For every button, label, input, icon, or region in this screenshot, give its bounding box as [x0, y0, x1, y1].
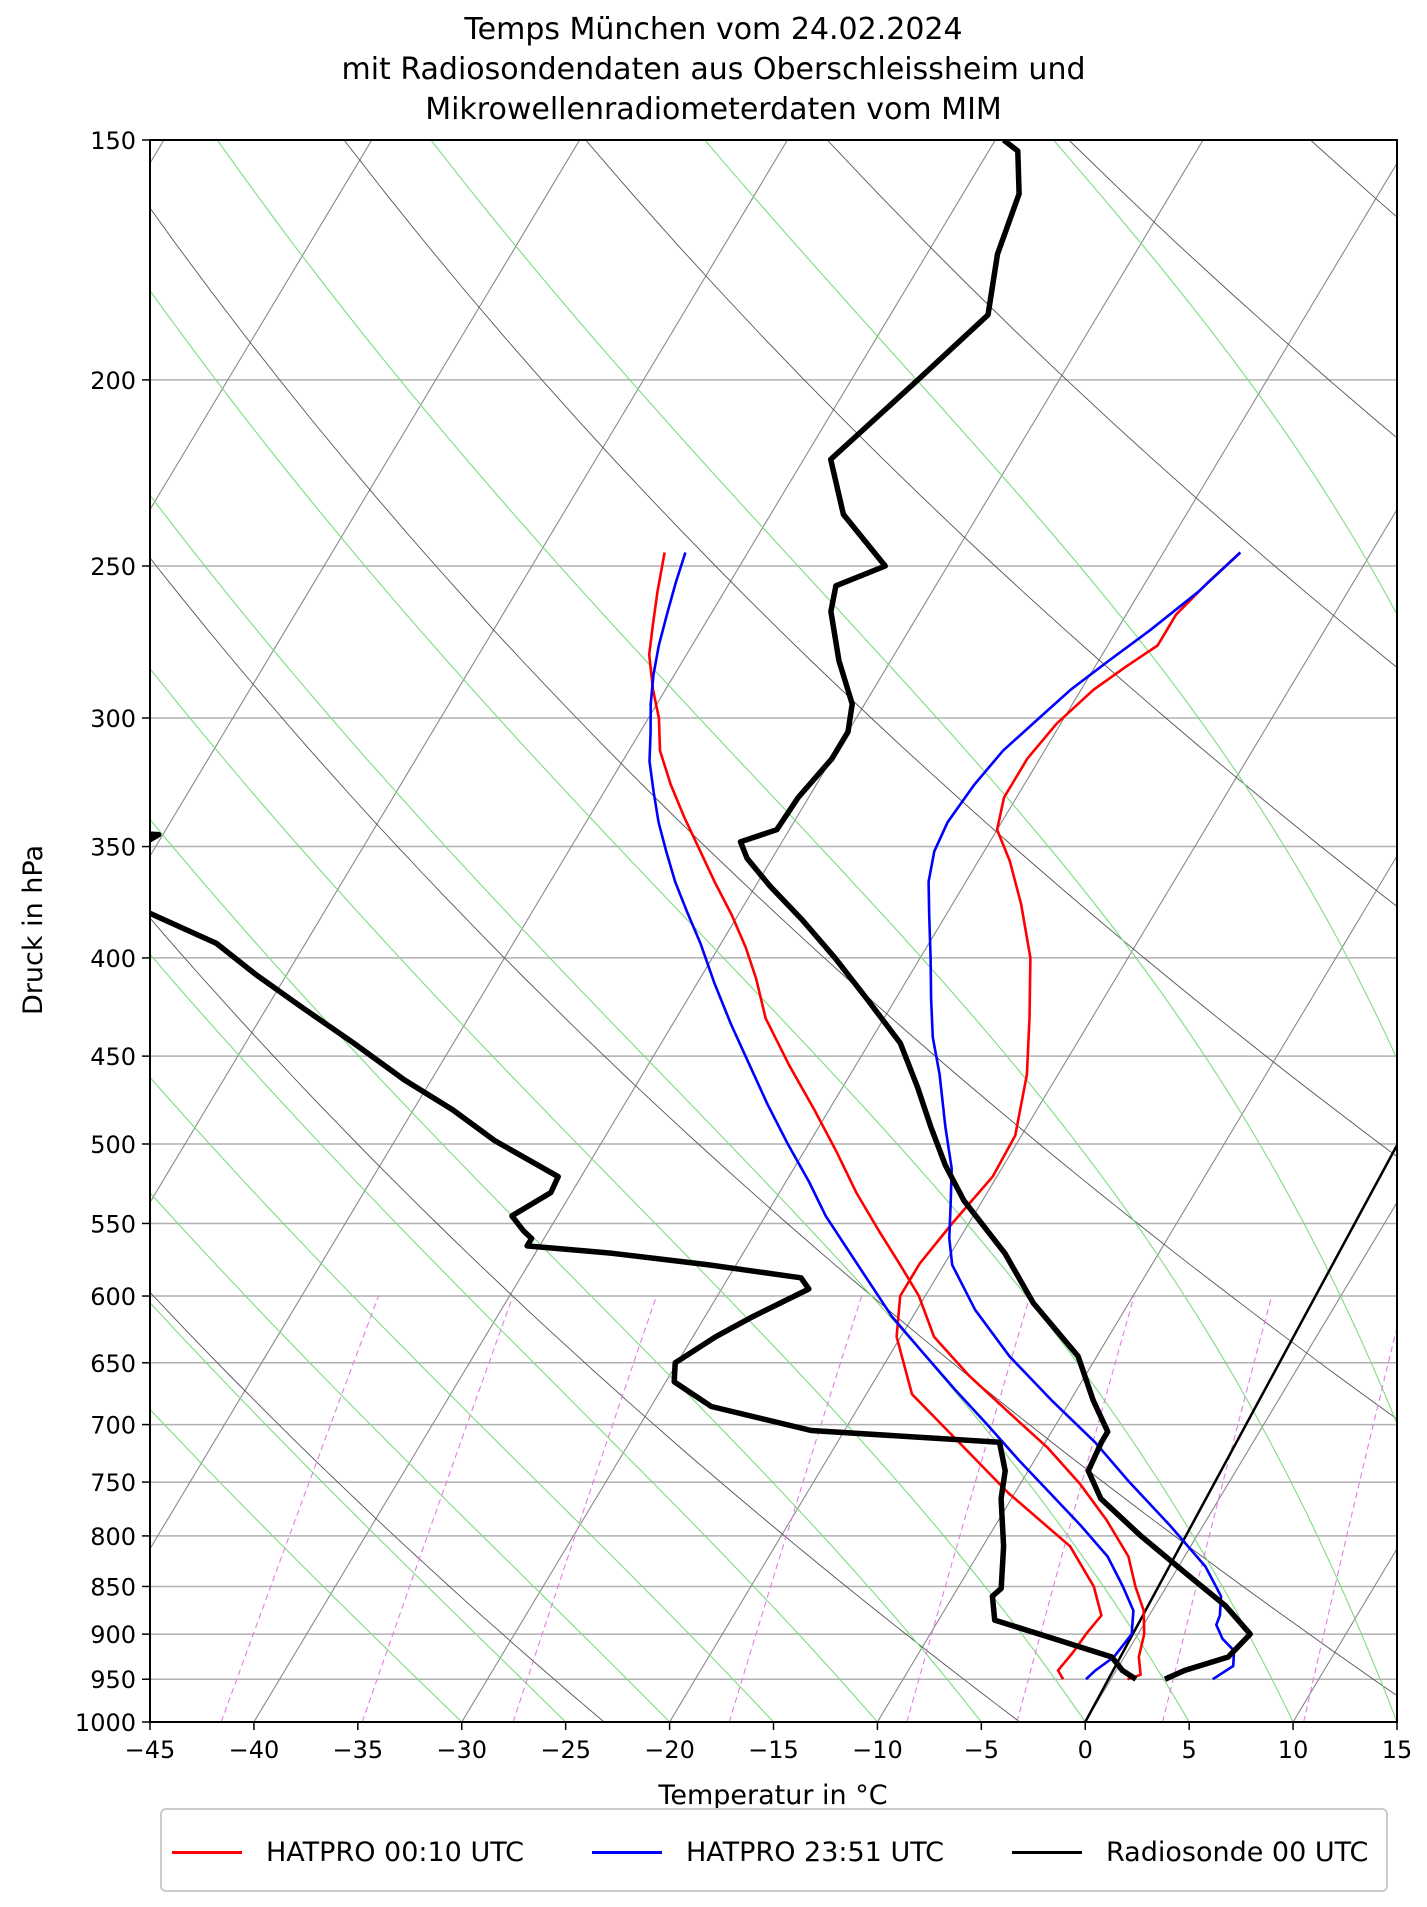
mixing-ratio-0.2	[361, 1295, 514, 1722]
moist-adiabat--15	[150, 1076, 774, 1722]
legend-swatch-hatpro-2351	[592, 1850, 662, 1854]
legend-item-hatpro-0010: HATPRO 00:10 UTC	[172, 1830, 524, 1874]
chart-title-line-2: mit Radiosondendaten aus Oberschleisshei…	[341, 52, 1086, 87]
legend-swatch-hatpro-0010	[172, 1850, 242, 1854]
mixing-ratio-1	[728, 1295, 863, 1722]
y-tick-label-550: 550	[90, 1210, 136, 1238]
isotherm-10	[1292, 1547, 1397, 1722]
series-line-1	[927, 551, 1242, 1681]
y-tick-label-750: 750	[90, 1469, 136, 1497]
dry-adiabat-330	[343, 140, 1397, 1158]
series-line-2	[647, 552, 1146, 1681]
mixing-ratio-0.1	[220, 1295, 380, 1722]
x-tick-label-0: 0	[1078, 1736, 1093, 1764]
y-tick-label-650: 650	[90, 1350, 136, 1378]
mixing-ratio-5	[1162, 1295, 1273, 1722]
isotherm--20	[669, 508, 1397, 1722]
y-tick-label-900: 900	[90, 1621, 136, 1649]
x-tick-label--40: −40	[229, 1736, 280, 1764]
dry-adiabat-290	[150, 557, 1397, 1697]
x-tick-label-10: 10	[1278, 1736, 1309, 1764]
legend-label-hatpro-2351: HATPRO 23:51 UTC	[686, 1836, 944, 1868]
mixing-ratio-8	[1303, 1325, 1397, 1722]
isotherm--40	[253, 140, 1204, 1722]
isotherm--10	[876, 854, 1397, 1722]
y-tick-label-150: 150	[90, 127, 136, 155]
moist-adiabat-5	[150, 494, 1190, 1722]
moist-adiabat--5	[150, 818, 982, 1722]
x-tick-label--25: −25	[540, 1736, 591, 1764]
axes-frame	[149, 139, 1398, 1723]
dry-adiabat-270	[150, 917, 1021, 1722]
moist-adiabat-30	[1053, 140, 1397, 616]
moist-adiabat--10	[150, 953, 878, 1722]
x-tick-label-15: 15	[1382, 1736, 1413, 1764]
mixing-ratio-3	[1016, 1295, 1135, 1722]
moist-adiabat--20	[150, 1191, 670, 1722]
dry-adiabat-410	[1310, 140, 1397, 218]
series-line-5	[150, 831, 1138, 1682]
legend: HATPRO 00:10 UTC HATPRO 23:51 UTC Radios…	[160, 1808, 1388, 1892]
mixing-ratio-0.4	[512, 1295, 658, 1722]
moist-adiabat--30	[150, 1408, 463, 1722]
chart-title-line-3: Mikrowellenradiometerdaten vom MIM	[425, 92, 1002, 127]
y-tick-label-850: 850	[90, 1573, 136, 1601]
legend-label-radiosonde: Radiosonde 00 UTC	[1106, 1836, 1369, 1868]
reference-line	[1084, 1144, 1397, 1722]
isotherm--30	[461, 162, 1397, 1722]
y-axis-label: Druck in hPa	[18, 845, 49, 1015]
dry-adiabat-250	[150, 1291, 605, 1722]
x-tick-label--45: −45	[125, 1736, 176, 1764]
chart-title-line-1: Temps München vom 24.02.2024	[464, 12, 963, 47]
y-tick-label-1000: 1000	[75, 1709, 136, 1737]
x-tick-label--20: −20	[644, 1736, 695, 1764]
y-tick-label-400: 400	[90, 945, 136, 973]
y-tick-label-700: 700	[90, 1412, 136, 1440]
legend-swatch-radiosonde	[1012, 1850, 1082, 1854]
mixing-ratio-2	[906, 1295, 1031, 1722]
y-tick-label-800: 800	[90, 1523, 136, 1551]
isotherm-0	[1084, 1201, 1397, 1722]
isotherm--50	[150, 140, 996, 1550]
legend-label-hatpro-0010: HATPRO 00:10 UTC	[266, 1836, 524, 1868]
moist-adiabat--25	[150, 1301, 567, 1722]
y-tick-label-950: 950	[90, 1666, 136, 1694]
y-tick-label-500: 500	[90, 1131, 136, 1159]
isotherm--60	[150, 140, 788, 1204]
y-tick-label-350: 350	[90, 834, 136, 862]
moist-adiabat-10	[150, 289, 1294, 1722]
dry-adiabat-350	[585, 140, 1397, 908]
legend-item-hatpro-2351: HATPRO 23:51 UTC	[592, 1830, 944, 1874]
x-tick-label--10: −10	[852, 1736, 903, 1764]
y-tick-label-600: 600	[90, 1283, 136, 1311]
series-line-0	[895, 551, 1242, 1680]
legend-item-radiosonde: Radiosonde 00 UTC	[1012, 1830, 1368, 1874]
y-tick-label-250: 250	[90, 553, 136, 581]
y-tick-label-200: 200	[90, 367, 136, 395]
dry-adiabat-390	[1068, 140, 1397, 439]
y-tick-label-450: 450	[90, 1043, 136, 1071]
x-axis-label: Temperatur in °C	[657, 1780, 887, 1811]
isotherm--70	[150, 140, 581, 858]
dry-adiabat-310	[150, 207, 1397, 1420]
moist-adiabat-25	[704, 140, 1397, 1061]
x-tick-label--15: −15	[748, 1736, 799, 1764]
x-tick-label-5: 5	[1182, 1736, 1197, 1764]
y-tick-label-300: 300	[90, 705, 136, 733]
x-tick-label--30: −30	[436, 1736, 487, 1764]
series-line-3	[648, 552, 1135, 1681]
series-line-4	[737, 140, 1253, 1682]
x-tick-label--5: −5	[964, 1736, 999, 1764]
moist-adiabat-15	[216, 140, 1397, 1722]
moist-adiabat-20	[430, 140, 1397, 1426]
x-tick-label--35: −35	[333, 1736, 384, 1764]
